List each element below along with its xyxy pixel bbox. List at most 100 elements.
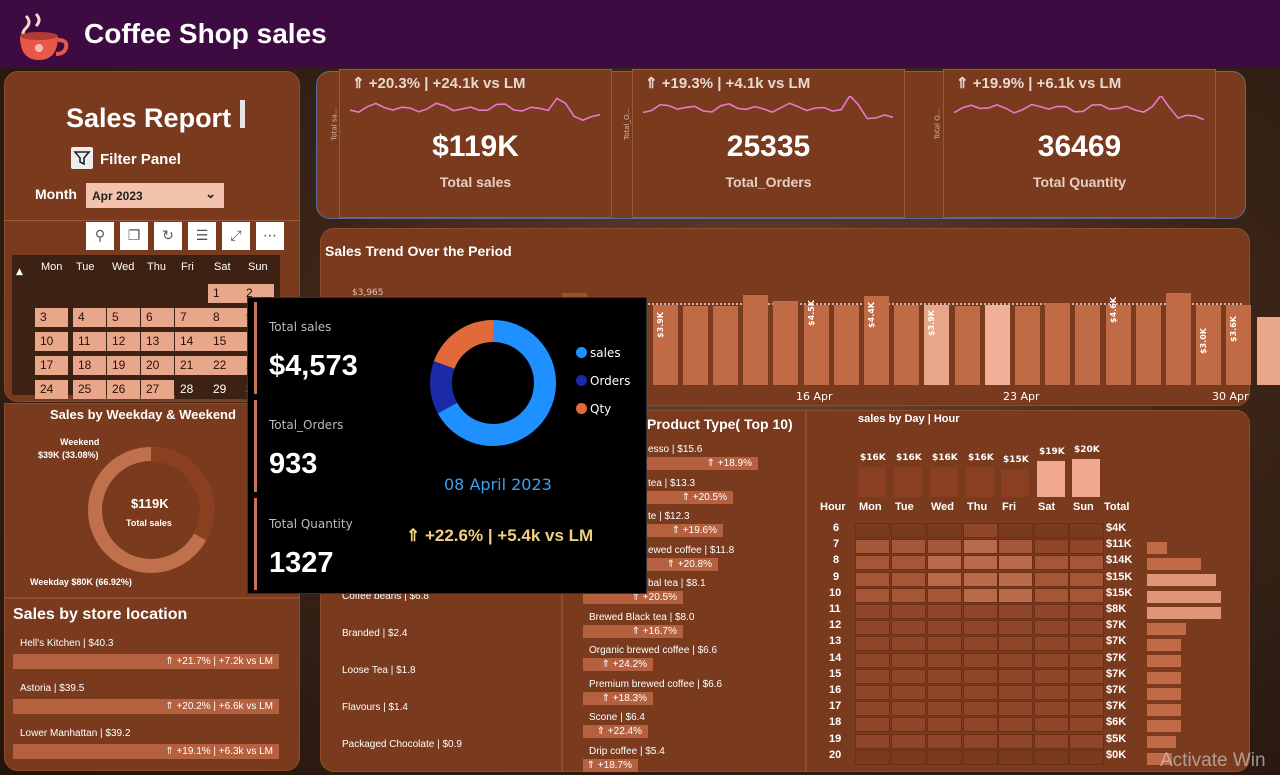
- heatmap-cell[interactable]: [927, 652, 962, 668]
- trend-bar[interactable]: [894, 305, 920, 385]
- calendar-day[interactable]: 13: [141, 332, 174, 351]
- heatmap-cell[interactable]: [1069, 636, 1104, 652]
- heatmap-cell[interactable]: [891, 701, 926, 717]
- trend-bar[interactable]: [1166, 293, 1191, 385]
- heatmap-cell[interactable]: [927, 604, 962, 619]
- heatmap-cell[interactable]: [998, 668, 1033, 684]
- calendar-day[interactable]: 3: [35, 308, 68, 327]
- heatmap-cell[interactable]: [891, 587, 926, 603]
- heatmap-cell[interactable]: [855, 571, 890, 587]
- heatmap-cell[interactable]: [963, 636, 998, 652]
- heatmap-cell[interactable]: [963, 555, 998, 571]
- heatmap-cell[interactable]: [1069, 652, 1104, 668]
- month-dropdown[interactable]: Apr 2023 ⌄: [86, 183, 224, 208]
- heatmap-cell[interactable]: [1034, 571, 1069, 587]
- heatmap-cell[interactable]: [891, 620, 926, 636]
- heatmap-cell[interactable]: [927, 733, 962, 749]
- heatmap-cell[interactable]: [1069, 668, 1104, 684]
- heatmap-cell[interactable]: [1069, 571, 1104, 587]
- heatmap-cell[interactable]: [963, 571, 998, 587]
- heatmap-cell[interactable]: [963, 668, 998, 684]
- calendar-day[interactable]: 5: [107, 308, 140, 327]
- calendar-day[interactable]: 19: [107, 356, 140, 375]
- heatmap-cell[interactable]: [855, 587, 890, 603]
- trend-bar[interactable]: [924, 305, 950, 385]
- calendar-day[interactable]: 26: [107, 380, 140, 399]
- kpi-card[interactable]: Total_O... ⇑ +19.3% | +4.1k vs LM 25335 Tot…: [623, 69, 905, 218]
- heatmap-cell[interactable]: [855, 604, 890, 619]
- heatmap-cell[interactable]: [891, 539, 926, 555]
- heatmap-cell[interactable]: [855, 652, 890, 668]
- trend-bar[interactable]: [1015, 306, 1040, 385]
- heatmap-cell[interactable]: [1034, 749, 1069, 765]
- heatmap-cell[interactable]: [998, 604, 1033, 619]
- heatmap-cell[interactable]: [1034, 587, 1069, 603]
- heatmap-cell[interactable]: [998, 749, 1033, 765]
- calendar-day[interactable]: 11: [73, 332, 106, 351]
- heatmap-cell[interactable]: [891, 749, 926, 765]
- heatmap-cell[interactable]: [963, 604, 998, 619]
- heatmap-cell[interactable]: [855, 539, 890, 555]
- heatmap-cell[interactable]: [855, 555, 890, 571]
- heatmap-cell[interactable]: [998, 620, 1033, 636]
- heatmap-cell[interactable]: [963, 749, 998, 765]
- heatmap-cell[interactable]: [963, 717, 998, 733]
- heatmap-cell[interactable]: [855, 523, 890, 538]
- heatmap-cell[interactable]: [927, 685, 962, 700]
- heatmap-cell[interactable]: [927, 717, 962, 733]
- heatmap-cell[interactable]: [998, 717, 1033, 733]
- calendar-day[interactable]: 14: [175, 332, 208, 351]
- heatmap-cell[interactable]: [1034, 701, 1069, 717]
- heatmap-cell[interactable]: [998, 523, 1033, 538]
- heatmap-cell[interactable]: [1034, 685, 1069, 700]
- copy-icon[interactable]: ❐: [120, 222, 148, 250]
- trend-bar[interactable]: [743, 295, 769, 385]
- calendar-day[interactable]: 27: [141, 380, 174, 399]
- heatmap-cell[interactable]: [855, 685, 890, 700]
- heatmap-cell[interactable]: [963, 685, 998, 700]
- trend-bar[interactable]: [833, 305, 859, 385]
- heatmap-cell[interactable]: [891, 571, 926, 587]
- heatmap-cell[interactable]: [963, 701, 998, 717]
- heatmap-cell[interactable]: [998, 685, 1033, 700]
- calendar-day[interactable]: 28: [175, 380, 208, 399]
- calendar-day[interactable]: 22: [208, 356, 241, 375]
- calendar-day[interactable]: 12: [107, 332, 140, 351]
- heatmap-cell[interactable]: [1069, 749, 1104, 765]
- trend-bar[interactable]: [1075, 305, 1101, 385]
- trend-bar[interactable]: [773, 301, 799, 385]
- heatmap-cell[interactable]: [927, 571, 962, 587]
- heatmap-cell[interactable]: [998, 571, 1033, 587]
- trend-bar[interactable]: [1135, 305, 1161, 385]
- trend-bar[interactable]: [682, 306, 708, 385]
- heatmap-cell[interactable]: [891, 604, 926, 619]
- heatmap-cell[interactable]: [963, 539, 998, 555]
- heatmap-cell[interactable]: [891, 717, 926, 733]
- calendar-day[interactable]: 24: [35, 380, 68, 399]
- calendar-day[interactable]: 21: [175, 356, 208, 375]
- heatmap-cell[interactable]: [998, 587, 1033, 603]
- filter-toolbar-icon[interactable]: ☰: [188, 222, 216, 250]
- heatmap-cell[interactable]: [855, 733, 890, 749]
- heatmap-cell[interactable]: [855, 717, 890, 733]
- heatmap-cell[interactable]: [891, 733, 926, 749]
- heatmap-cell[interactable]: [998, 733, 1033, 749]
- heatmap-cell[interactable]: [963, 620, 998, 636]
- heatmap-cell[interactable]: [1034, 717, 1069, 733]
- trend-bar[interactable]: [652, 305, 678, 385]
- heatmap-cell[interactable]: [963, 733, 998, 749]
- trend-bar[interactable]: [713, 306, 738, 385]
- focus-mode-icon[interactable]: ⤢: [222, 222, 250, 250]
- heatmap-cell[interactable]: [1034, 668, 1069, 684]
- pin-icon[interactable]: ⚲: [86, 222, 114, 250]
- heatmap-cell[interactable]: [927, 749, 962, 765]
- heatmap-cell[interactable]: [1069, 733, 1104, 749]
- heatmap-cell[interactable]: [1034, 620, 1069, 636]
- heatmap-cell[interactable]: [927, 636, 962, 652]
- calendar-day[interactable]: 10: [35, 332, 68, 351]
- trend-bar[interactable]: [864, 296, 889, 385]
- heatmap-cell[interactable]: [1069, 620, 1104, 636]
- heatmap-cell[interactable]: [1069, 587, 1104, 603]
- heatmap-cell[interactable]: [927, 539, 962, 555]
- trend-bar[interactable]: [1226, 305, 1252, 385]
